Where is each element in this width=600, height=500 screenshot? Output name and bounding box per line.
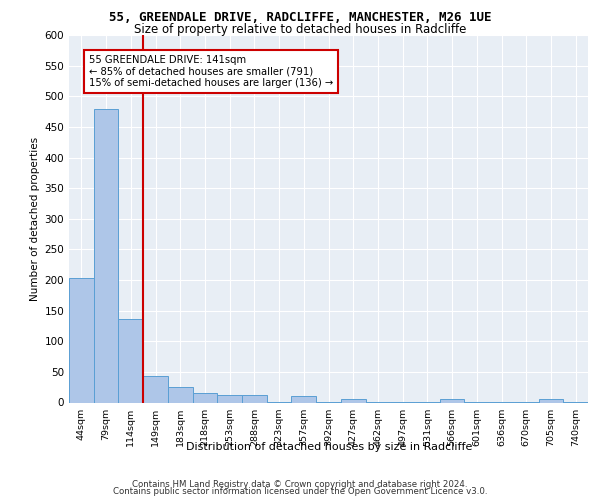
Bar — [143, 376, 168, 402]
Bar — [341, 400, 365, 402]
Bar — [539, 400, 563, 402]
Bar — [69, 278, 94, 402]
Bar — [94, 109, 118, 403]
Bar — [193, 394, 217, 402]
Text: 55 GREENDALE DRIVE: 141sqm
← 85% of detached houses are smaller (791)
15% of sem: 55 GREENDALE DRIVE: 141sqm ← 85% of deta… — [89, 54, 333, 88]
Bar — [118, 319, 143, 402]
Bar — [440, 400, 464, 402]
Y-axis label: Number of detached properties: Number of detached properties — [30, 136, 40, 301]
Text: Distribution of detached houses by size in Radcliffe: Distribution of detached houses by size … — [185, 442, 472, 452]
Text: Size of property relative to detached houses in Radcliffe: Size of property relative to detached ho… — [134, 22, 466, 36]
Bar — [242, 395, 267, 402]
Bar — [217, 394, 242, 402]
Bar — [168, 387, 193, 402]
Text: Contains HM Land Registry data © Crown copyright and database right 2024.: Contains HM Land Registry data © Crown c… — [132, 480, 468, 489]
Bar — [292, 396, 316, 402]
Text: Contains public sector information licensed under the Open Government Licence v3: Contains public sector information licen… — [113, 487, 487, 496]
Text: 55, GREENDALE DRIVE, RADCLIFFE, MANCHESTER, M26 1UE: 55, GREENDALE DRIVE, RADCLIFFE, MANCHEST… — [109, 11, 491, 24]
